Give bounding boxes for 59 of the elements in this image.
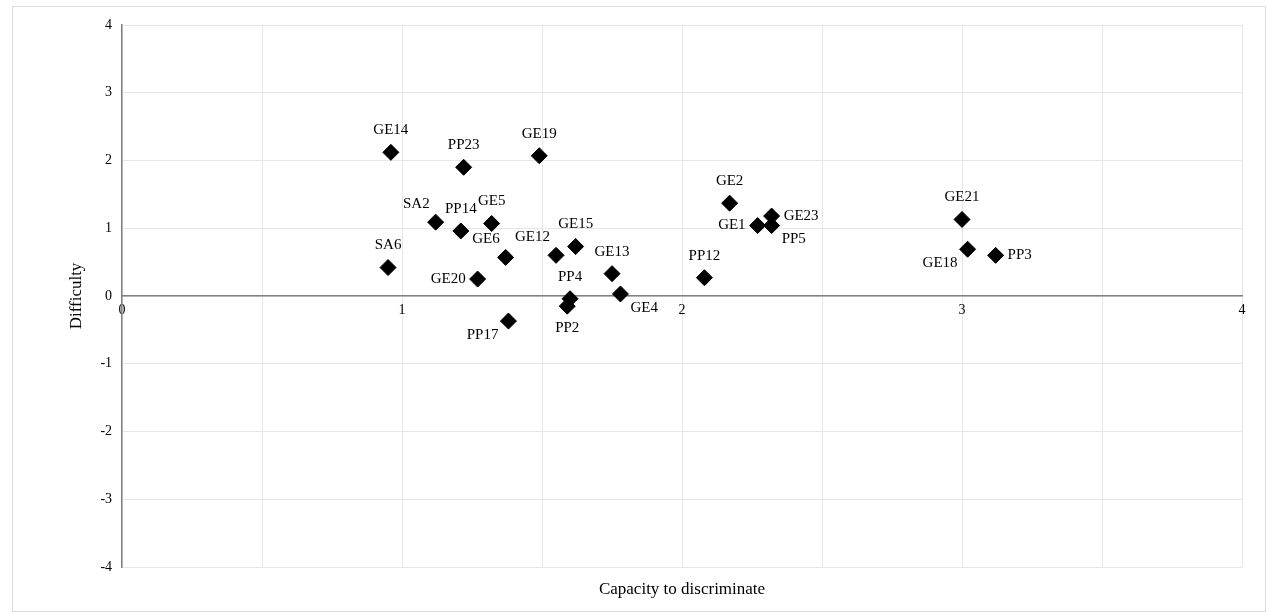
data-label: GE6 [472,230,501,247]
point [611,285,629,303]
point [987,246,1005,264]
y-tick-label: 3 [105,84,113,100]
point [953,210,971,228]
data-label: GE2 [715,172,744,189]
point [382,143,400,161]
y-tick-label: 2 [105,152,113,168]
y-tick-label: 0 [105,287,113,303]
point [483,215,501,233]
data-label: GE5 [477,192,506,209]
y-tick-label: 1 [105,219,113,235]
data-label: SA2 [402,195,430,212]
point [497,248,515,266]
data-label: PP12 [688,246,721,263]
data-label: GE15 [558,215,594,232]
x-tick-label: 2 [678,302,686,318]
data-label: GE14 [373,121,409,138]
data-label: PP4 [557,267,583,284]
data-label: GE18 [922,254,958,271]
y-axis-title: Difficulty [65,262,85,330]
y-tick-label: -1 [100,355,113,371]
data-label: PP3 [1007,246,1032,263]
data-label: GE20 [430,270,466,286]
data-label: GE23 [783,206,819,223]
data-label: GE19 [521,124,557,141]
y-tick-label: -2 [100,423,113,439]
data-label: PP23 [447,136,480,153]
x-tick-label: 1 [398,302,406,318]
data-label: GE21 [944,188,980,205]
x-tick-label: 4 [1238,302,1246,318]
point [427,213,445,231]
point [695,269,713,287]
point [721,194,739,212]
data-label: GE13 [594,242,630,259]
data-label: SA6 [374,236,402,253]
x-axis-title: Capacity to discriminate [598,579,766,599]
data-label: GE4 [630,298,659,315]
point [567,238,585,256]
point [959,240,977,258]
point [379,259,397,277]
point [749,217,767,235]
point [547,246,565,264]
data-label: PP5 [781,230,806,247]
y-tick-label: -4 [100,558,113,574]
data-label: GE1 [718,216,746,233]
data-label: PP2 [555,319,580,336]
point [530,147,548,165]
data-label: GE12 [515,228,551,245]
point [455,158,473,176]
point [469,270,487,288]
y-tick-label: -3 [100,490,113,506]
point [452,222,470,240]
data-label: PP17 [466,326,499,343]
point [499,312,517,330]
point [603,265,621,283]
y-tick-label: 4 [105,16,113,32]
data-label: PP14 [445,199,478,216]
x-tick-label: 3 [958,302,966,318]
